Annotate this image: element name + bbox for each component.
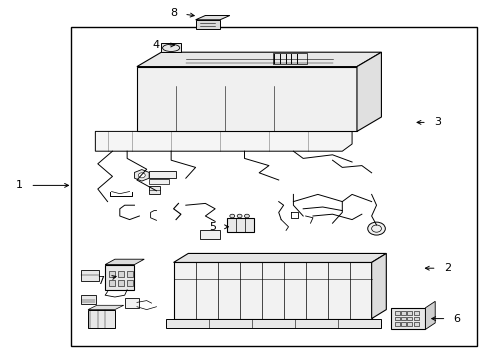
Circle shape [237, 214, 242, 218]
Polygon shape [88, 305, 123, 310]
Bar [126, 271, 132, 277]
Text: 2: 2 [443, 263, 450, 273]
Bar [149, 179, 168, 184]
Bar [227, 218, 254, 232]
Bar [161, 43, 181, 52]
Bar [105, 265, 134, 290]
Polygon shape [356, 52, 381, 131]
Circle shape [244, 214, 249, 218]
Bar [81, 270, 99, 281]
Bar [88, 310, 115, 328]
Bar [413, 317, 418, 320]
Circle shape [229, 214, 234, 218]
Polygon shape [134, 170, 149, 181]
Polygon shape [390, 308, 425, 329]
Bar [407, 317, 411, 320]
Bar [400, 317, 405, 320]
Bar [81, 295, 96, 304]
Text: 5: 5 [209, 222, 216, 232]
Bar [407, 322, 411, 326]
Bar [413, 322, 418, 326]
Bar [71, 27, 476, 346]
Text: 8: 8 [170, 8, 177, 18]
Polygon shape [105, 259, 144, 265]
Text: 4: 4 [153, 40, 160, 50]
Polygon shape [137, 67, 356, 131]
Ellipse shape [162, 44, 180, 51]
Text: 1: 1 [16, 180, 23, 190]
Bar [195, 20, 220, 29]
Bar [394, 322, 399, 326]
Bar [394, 311, 399, 315]
Bar [400, 322, 405, 326]
Bar [118, 271, 123, 277]
Bar [109, 280, 115, 286]
Bar [118, 280, 123, 286]
Text: 3: 3 [433, 117, 440, 127]
Bar [394, 317, 399, 320]
Bar [149, 171, 176, 178]
Bar [109, 271, 115, 277]
Text: 7: 7 [97, 276, 103, 286]
Bar [400, 311, 405, 315]
Circle shape [138, 173, 145, 178]
Polygon shape [173, 262, 371, 319]
Bar [413, 311, 418, 315]
Polygon shape [425, 301, 434, 329]
Bar [126, 280, 132, 286]
Text: 6: 6 [453, 314, 460, 324]
Polygon shape [95, 131, 351, 151]
Polygon shape [137, 52, 381, 67]
Polygon shape [166, 319, 381, 328]
Bar [200, 230, 220, 239]
Polygon shape [195, 15, 229, 20]
Bar [407, 311, 411, 315]
Polygon shape [173, 253, 386, 262]
Circle shape [367, 222, 385, 235]
Polygon shape [371, 253, 386, 319]
Bar [124, 298, 139, 308]
Bar [149, 186, 160, 194]
Bar [272, 53, 306, 64]
